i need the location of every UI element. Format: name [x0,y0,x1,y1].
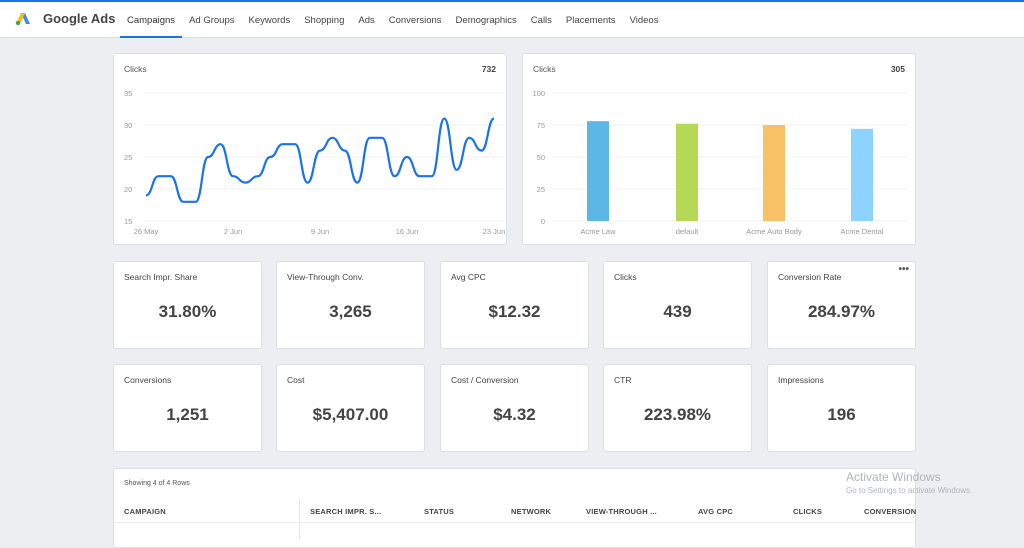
tab-keywords[interactable]: Keywords [241,2,297,38]
kpi-card: Clicks 439 [603,261,752,349]
kpi-card: View-Through Conv. 3,265 [276,261,425,349]
campaign-table: Showing 4 of 4 Rows CAMPAIGN SEARCH IMPR… [113,468,916,548]
kpi-value: 3,265 [277,302,424,322]
x-tick-label: Acme Dental [841,227,884,236]
kpi-value: 1,251 [114,405,261,425]
kpi-label: Cost [287,375,304,385]
col-clicks[interactable]: CLICKS [793,507,822,516]
kpi-value: $12.32 [441,302,588,322]
col-search-impr-share[interactable]: SEARCH IMPR. S... [310,507,381,516]
y-tick-label: 100 [532,89,545,98]
kpi-value: 196 [768,405,915,425]
y-tick-label: 30 [124,121,132,130]
header-divider [114,522,915,523]
tab-demographics[interactable]: Demographics [449,2,524,38]
x-tick-label: 26 May [134,227,159,236]
col-status[interactable]: STATUS [424,507,454,516]
bar-chart: 0 25 50 75 100 Acme Law default Acme Auto Body A… [523,54,917,246]
x-tick-label: 16 Jun [396,227,419,236]
header: Google Ads Campaigns Ad Groups Keywords … [0,2,1024,38]
x-tick-label: Acme Law [580,227,616,236]
kpi-label: Avg CPC [451,272,486,282]
y-tick-label: 50 [537,153,545,162]
kpi-value: 439 [604,302,751,322]
kpi-value: $5,407.00 [277,405,424,425]
watermark-title: Activate Windows [846,470,972,484]
y-tick-label: 35 [124,89,132,98]
tab-shopping[interactable]: Shopping [297,2,351,38]
tab-videos[interactable]: Videos [623,2,666,38]
main-nav: Campaigns Ad Groups Keywords Shopping Ad… [120,2,665,38]
kpi-value: 31.80% [114,302,261,322]
x-tick-label: 2 Jun [224,227,242,236]
bar [587,121,609,221]
col-view-through[interactable]: VIEW-THROUGH ... [586,507,657,516]
bar [763,125,785,221]
x-tick-label: 23 Jun [483,227,506,236]
kpi-label: CTR [614,375,631,385]
tab-ad-groups[interactable]: Ad Groups [182,2,241,38]
google-ads-logo-icon [15,12,31,26]
kpi-value: $4.32 [441,405,588,425]
kpi-label: Search Impr. Share [124,272,197,282]
kpi-label: Cost / Conversion [451,375,519,385]
bar [676,124,698,221]
y-tick-label: 75 [537,121,545,130]
tab-calls[interactable]: Calls [524,2,559,38]
kpi-card: CTR 223.98% [603,364,752,452]
x-tick-label: Acme Auto Body [746,227,802,236]
row-count: Showing 4 of 4 Rows [124,480,190,487]
col-network[interactable]: NETWORK [511,507,551,516]
kpi-label: View-Through Conv. [287,272,364,282]
kpi-card: Conversions 1,251 [113,364,262,452]
x-tick-label: 9 Jun [311,227,329,236]
column-divider [299,499,300,539]
tab-placements[interactable]: Placements [559,2,623,38]
kpi-card: Search Impr. Share 31.80% [113,261,262,349]
y-tick-label: 25 [124,153,132,162]
kpi-card: Avg CPC $12.32 [440,261,589,349]
kpi-label: Clicks [614,272,637,282]
y-tick-label: 15 [124,217,132,226]
activate-windows-watermark: Activate Windows Go to Settings to activ… [846,470,972,496]
kpi-card: Conversion Rate 284.97% ••• [767,261,916,349]
app-title: Google Ads [43,11,115,26]
x-tick-label: default [676,227,699,236]
bar [851,129,873,221]
tab-conversions[interactable]: Conversions [382,2,449,38]
kpi-card: Cost $5,407.00 [276,364,425,452]
kpi-card: Cost / Conversion $4.32 [440,364,589,452]
tab-campaigns[interactable]: Campaigns [120,2,182,38]
tab-ads[interactable]: Ads [351,2,381,38]
kpi-card: Impressions 196 [767,364,916,452]
kpi-label: Conversion Rate [778,272,841,282]
kpi-value: 223.98% [604,405,751,425]
watermark-subtitle: Go to Settings to activate Windows. [846,486,972,496]
y-tick-label: 20 [124,185,132,194]
line-chart: 15 20 25 30 35 26 May 2 Jun 9 Jun 16 Jun 23 Jun [114,54,508,246]
y-tick-label: 0 [541,217,545,226]
col-conversion[interactable]: CONVERSION [864,507,916,516]
more-options-icon[interactable]: ••• [898,264,909,275]
kpi-label: Impressions [778,375,824,385]
kpi-label: Conversions [124,375,171,385]
col-campaign[interactable]: CAMPAIGN [124,507,166,516]
kpi-value: 284.97% [768,302,915,322]
col-avg-cpc[interactable]: AVG CPC [698,507,733,516]
y-tick-label: 25 [537,185,545,194]
